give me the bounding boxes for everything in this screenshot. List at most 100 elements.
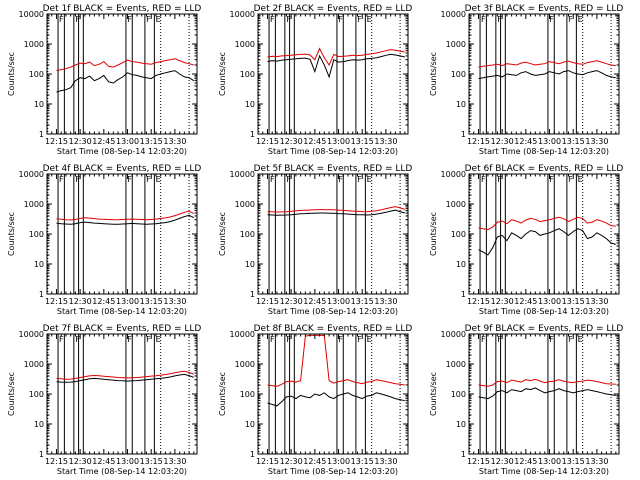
y-axis-label: Counts/sec [218,372,227,416]
y-axis-label: Counts/sec [7,212,16,256]
x-axis-label: Start Time (08-Sep-14 12:03:20) [479,147,609,156]
x-tick-label: 12:45 [92,457,115,466]
y-tick-label: 10000 [19,330,44,339]
event-flag-label: F [549,335,554,344]
y-tick-label: 100 [451,390,466,399]
event-flag-label: F [75,175,80,184]
x-tick-label: 12:15 [467,457,490,466]
series-line-events [267,209,405,216]
x-tick-label: 13:15 [562,457,585,466]
event-flag-label: F [338,15,343,24]
event-flag-label: F [497,175,502,184]
x-axis-label: Start Time (08-Sep-14 12:03:20) [479,467,609,476]
event-flag-label: F [59,15,64,24]
y-axis-label: Counts/sec [429,212,438,256]
y-tick-label: 100 [451,70,466,79]
series-line-lld [478,378,616,387]
chart-title: Det 5f BLACK = Events, RED = LLD [254,164,413,174]
event-flag-label: F [127,335,132,344]
x-axis-label: Start Time (08-Sep-14 12:03:20) [57,147,187,156]
series-line-events [56,214,195,225]
series-line-events [478,70,616,80]
x-tick-label: 13:00 [538,457,561,466]
x-axis-label: Start Time (08-Sep-14 12:03:20) [57,307,187,316]
event-flag-label: F [286,175,291,184]
y-axis-label: Counts/sec [218,52,227,96]
plot-frame [46,13,198,135]
x-tick-label: 13:00 [327,137,350,146]
series-line-events [267,392,405,407]
event-flag-label: F [59,175,64,184]
event-flag-label: F [481,335,486,344]
series-line-lld [478,216,616,231]
event-flag-label: F [146,175,151,184]
y-tick-label: 10 [34,420,44,429]
event-flag-label: F [286,335,291,344]
x-axis-label: Start Time (08-Sep-14 12:03:20) [268,147,398,156]
series-line-events [56,70,195,93]
y-tick-label: 10000 [441,330,466,339]
event-flag-label: E [578,335,583,344]
y-axis-label: Counts/sec [218,212,227,256]
x-tick-label: 13:00 [327,457,350,466]
y-tick-label: 10000 [19,10,44,19]
event-flag-label: F [146,15,151,24]
x-tick-label: 12:45 [514,457,537,466]
x-tick-label: 12:30 [280,297,303,306]
x-tick-label: 12:15 [45,457,68,466]
x-tick-label: 13:30 [585,137,608,146]
y-tick-label: 1 [461,290,466,299]
chart-title: Det 8f BLACK = Events, RED = LLD [254,324,413,334]
y-tick-label: 10000 [230,330,255,339]
event-flag-label: E [578,15,583,24]
event-flag-label: F [568,335,573,344]
series-line-lld [56,210,195,221]
y-tick-label: 1000 [24,360,44,369]
y-tick-label: 1 [250,290,255,299]
x-tick-label: 13:00 [538,137,561,146]
y-tick-label: 10000 [230,10,255,19]
event-flag-label: F [568,15,573,24]
event-flag-label: E [367,335,372,344]
series-line-events [56,373,194,383]
x-axis-label: Start Time (08-Sep-14 12:03:20) [268,467,398,476]
x-tick-label: 12:15 [45,297,68,306]
y-tick-label: 1000 [446,200,466,209]
x-tick-label: 12:30 [280,137,303,146]
series-line-lld [267,334,405,387]
x-tick-label: 12:30 [69,137,92,146]
x-axis-label: Start Time (08-Sep-14 12:03:20) [268,307,398,316]
event-flag-label: E [156,335,161,344]
x-tick-label: 13:00 [116,457,139,466]
x-tick-label: 12:30 [69,297,92,306]
x-tick-label: 13:15 [562,137,585,146]
y-tick-label: 10 [245,260,255,269]
series-line-lld [56,58,194,72]
y-tick-label: 100 [29,390,44,399]
x-tick-label: 13:30 [374,457,397,466]
event-flag-label: F [75,335,80,344]
y-tick-label: 10 [245,420,255,429]
y-tick-label: 1 [250,450,255,459]
x-tick-label: 13:15 [351,297,374,306]
y-tick-label: 10000 [441,170,466,179]
series-line-lld [267,206,405,213]
event-flag-label: E [367,175,372,184]
x-tick-label: 12:45 [303,297,326,306]
event-flag-label: F [481,175,486,184]
series-line-lld [478,60,616,68]
x-tick-label: 12:45 [514,297,537,306]
event-flag-label: F [146,335,151,344]
event-flag-label: F [357,175,362,184]
x-tick-label: 12:30 [69,457,92,466]
event-flag-label: E [156,175,161,184]
y-tick-label: 100 [451,230,466,239]
x-tick-label: 12:45 [303,457,326,466]
y-tick-label: 1000 [235,40,255,49]
x-tick-label: 12:30 [491,297,514,306]
